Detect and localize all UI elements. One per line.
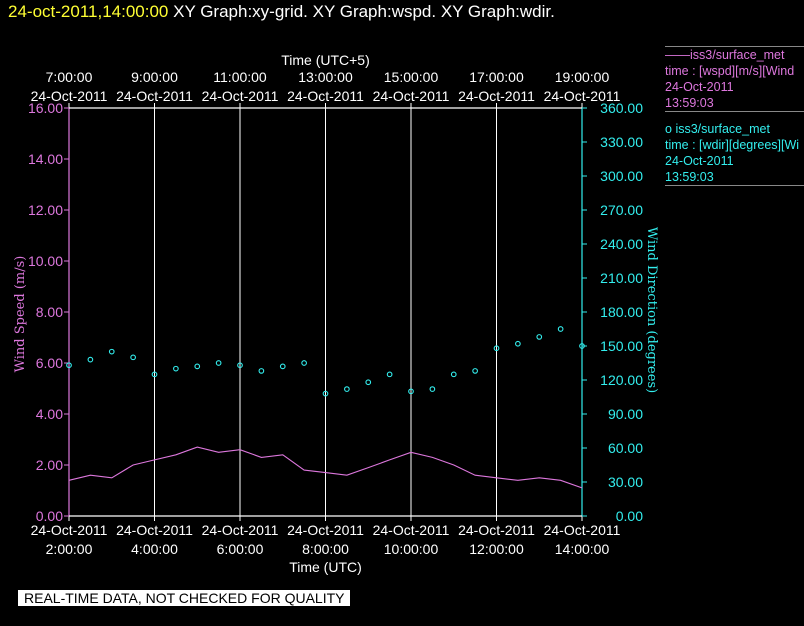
x-tick-time-label: 2:00:00	[46, 541, 93, 557]
y-left-axis-title: Wind Speed (m/s)	[13, 256, 28, 373]
wdir-point	[429, 386, 436, 392]
x-tick-time-label: 10:00:00	[384, 541, 439, 557]
top-tick-time-label: 17:00:00	[469, 69, 524, 85]
x-tick-time-label: 14:00:00	[555, 541, 610, 557]
top-tick-date-label: 24-Oct-2011	[202, 88, 279, 104]
wdir-point	[108, 348, 115, 355]
wdir-point	[365, 379, 372, 386]
wdir-point	[472, 368, 478, 374]
y-right-tick-label: 60.00	[608, 440, 643, 456]
wdir-point	[130, 354, 136, 361]
x-tick-time-label: 4:00:00	[131, 541, 178, 557]
y-left-tick-label: 2.00	[36, 457, 63, 473]
wdir-point	[215, 360, 222, 366]
y-right-tick-label: 210.00	[600, 270, 643, 286]
top-tick-time-label: 15:00:00	[384, 69, 439, 85]
y-right-tick-label: 270.00	[600, 202, 643, 218]
wdir-point	[450, 371, 457, 378]
top-tick-date-label: 24-Oct-2011	[31, 88, 108, 104]
x-tick-time-label: 12:00:00	[469, 541, 524, 557]
y-right-tick-label: 120.00	[600, 372, 643, 388]
y-right-tick-label: 0.00	[616, 508, 643, 524]
x-tick-date-label: 24-Oct-2011	[116, 522, 193, 538]
header-datetime: 24-oct-2011,14:00:00	[8, 2, 169, 21]
wdir-point	[493, 345, 500, 352]
y-left-tick-label: 6.00	[36, 355, 63, 371]
wdir-point	[258, 368, 265, 374]
y-left-tick-label: 12.00	[28, 202, 63, 218]
x-axis-title: Time (UTC)	[289, 559, 362, 575]
y-right-tick-label: 300.00	[600, 168, 643, 184]
wdir-point	[87, 356, 94, 363]
x-tick-time-label: 8:00:00	[302, 541, 349, 557]
x-tick-time-label: 6:00:00	[217, 541, 264, 557]
legend-wspd-name: iss3/surface_met	[690, 48, 785, 62]
chart-header: 24-oct-2011,14:00:00 XY Graph:xy-grid. X…	[8, 2, 555, 22]
wdir-point	[515, 340, 521, 347]
top-tick-time-label: 9:00:00	[131, 69, 178, 85]
legend-wdir-time: 13:59:03	[665, 170, 714, 184]
top-tick-time-label: 13:00:00	[298, 69, 353, 85]
top-axis-title: Time (UTC+5)	[281, 52, 370, 68]
wdir-point	[344, 386, 350, 392]
wdir-point	[151, 371, 158, 378]
y-left-tick-label: 4.00	[36, 406, 63, 422]
wdir-point	[557, 326, 564, 332]
legend-wdir-date: 24-Oct-2011	[665, 154, 734, 168]
y-left-tick-label: 10.00	[28, 253, 63, 269]
wdir-point	[536, 334, 543, 340]
legend-circle-swatch: o	[665, 122, 676, 136]
y-right-tick-label: 90.00	[608, 406, 643, 422]
x-tick-date-label: 24-Oct-2011	[544, 522, 621, 538]
y-left-tick-label: 8.00	[36, 304, 63, 320]
y-right-tick-label: 30.00	[608, 474, 643, 490]
quality-warning: REAL-TIME DATA, NOT CHECKED FOR QUALITY	[18, 590, 351, 606]
x-tick-date-label: 24-Oct-2011	[373, 522, 450, 538]
wdir-point	[301, 360, 307, 366]
wdir-point	[386, 371, 393, 378]
wspd-line	[68, 446, 583, 489]
top-tick-date-label: 24-Oct-2011	[116, 88, 193, 104]
legend-line-swatch: ——	[665, 48, 690, 62]
x-tick-date-label: 24-Oct-2011	[31, 522, 108, 538]
x-tick-date-label: 24-Oct-2011	[458, 522, 535, 538]
top-tick-date-label: 24-Oct-2011	[287, 88, 364, 104]
y-left-tick-label: 14.00	[28, 151, 63, 167]
top-tick-date-label: 24-Oct-2011	[458, 88, 535, 104]
y-right-tick-label: 180.00	[600, 304, 643, 320]
wdir-point	[322, 390, 329, 397]
wdir-point	[279, 363, 286, 370]
header-titles: XY Graph:xy-grid. XY Graph:wspd. XY Grap…	[173, 2, 555, 21]
top-tick-time-label: 7:00:00	[46, 69, 93, 85]
wdir-point	[579, 343, 585, 349]
wdir-point	[194, 363, 201, 370]
y-left-tick-label: 0.00	[36, 508, 63, 524]
legend-wspd-time: 13:59:03	[665, 96, 714, 110]
wdir-point	[173, 365, 179, 372]
y-right-tick-label: 330.00	[600, 134, 643, 150]
wdir-point	[408, 388, 414, 395]
legend-wspd: ——iss3/surface_met time : [wspd][m/s][Wi…	[665, 46, 804, 112]
y-right-tick-label: 240.00	[600, 236, 643, 252]
y-left-tick-label: 16.00	[28, 100, 63, 116]
legend-wdir-desc: time : [wdir][degrees][Wi	[665, 138, 800, 152]
legend-wspd-date: 24-Oct-2011	[665, 80, 734, 94]
top-tick-time-label: 11:00:00	[213, 69, 267, 85]
top-tick-date-label: 24-Oct-2011	[544, 88, 621, 104]
y-right-tick-label: 360.00	[600, 100, 643, 116]
y-right-axis-title: Wind Direction (degrees)	[644, 227, 659, 393]
legend-wdir: o iss3/surface_met time : [wdir][degrees…	[665, 121, 804, 186]
x-tick-date-label: 24-Oct-2011	[287, 522, 364, 538]
legend-wdir-name: iss3/surface_met	[675, 122, 770, 136]
top-tick-date-label: 24-Oct-2011	[373, 88, 450, 104]
legend-wspd-desc: time : [wspd][m/s][Wind	[665, 64, 795, 78]
wdir-point	[237, 362, 243, 369]
y-right-tick-label: 150.00	[600, 338, 643, 354]
wdir-point	[66, 362, 72, 369]
top-tick-time-label: 19:00:00	[555, 69, 610, 85]
x-tick-date-label: 24-Oct-2011	[202, 522, 279, 538]
